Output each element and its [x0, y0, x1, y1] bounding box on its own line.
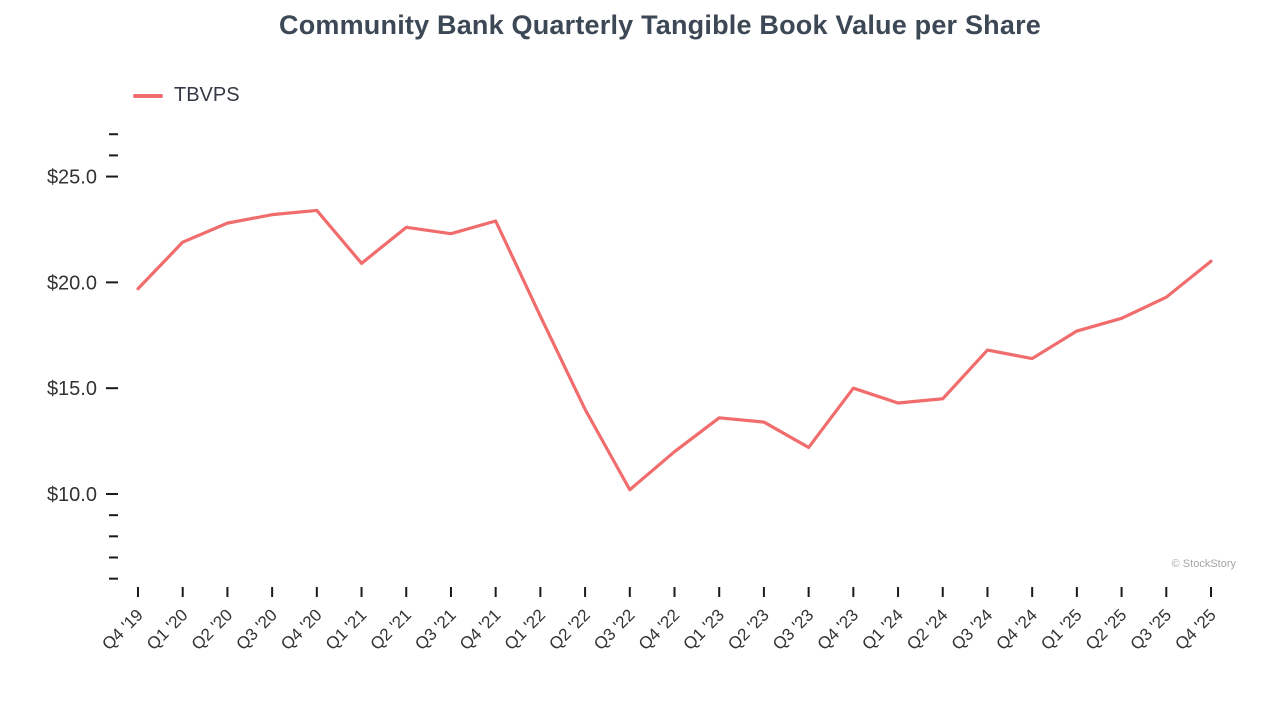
- x-axis-label: Q1 '25: [1037, 605, 1085, 653]
- chart-title: Community Bank Quarterly Tangible Book V…: [279, 10, 1041, 40]
- x-axis-label: Q4 '22: [635, 605, 683, 653]
- x-axis-label: Q1 '23: [680, 605, 728, 653]
- y-axis-label: $10.0: [47, 484, 97, 506]
- watermark: © StockStory: [1171, 558, 1236, 570]
- x-axis-label: Q4 '23: [814, 605, 862, 653]
- legend-line-swatch: [133, 93, 163, 98]
- x-axis-label: Q2 '25: [1082, 605, 1130, 653]
- x-axis-label: Q2 '24: [903, 605, 951, 653]
- y-axis-label: $20.0: [47, 272, 97, 294]
- x-axis-label: Q4 '21: [456, 605, 504, 653]
- legend-label: TBVPS: [174, 84, 240, 106]
- x-axis-label: Q3 '24: [948, 605, 996, 653]
- x-axis-label: Q1 '22: [501, 605, 549, 653]
- x-axis-label: Q3 '22: [590, 605, 638, 653]
- legend: TBVPS: [133, 84, 240, 107]
- x-axis-label: Q3 '25: [1127, 605, 1175, 653]
- y-axis-label: $15.0: [47, 378, 97, 400]
- x-axis-label: Q2 '22: [545, 605, 593, 653]
- x-axis-label: Q2 '23: [724, 605, 772, 653]
- x-axis-label: Q4 '25: [1171, 605, 1219, 653]
- x-axis-label: Q2 '21: [367, 605, 415, 653]
- tbvps-line: [136, 208, 1213, 492]
- x-axis-label: Q4 '20: [277, 605, 325, 653]
- x-axis-label: Q4 '24: [993, 605, 1041, 653]
- x-axis-label: Q1 '24: [858, 605, 906, 653]
- x-axis-label: Q3 '20: [232, 605, 280, 653]
- x-axis-label: Q2 '20: [188, 605, 236, 653]
- x-axis-label: Q1 '20: [143, 605, 191, 653]
- y-axis-label: $25.0: [47, 167, 97, 189]
- x-axis-label: Q3 '21: [411, 605, 459, 653]
- x-axis-label: Q3 '23: [769, 605, 817, 653]
- x-axis-label: Q1 '21: [322, 605, 370, 653]
- x-axis-label: Q4 '19: [98, 605, 146, 653]
